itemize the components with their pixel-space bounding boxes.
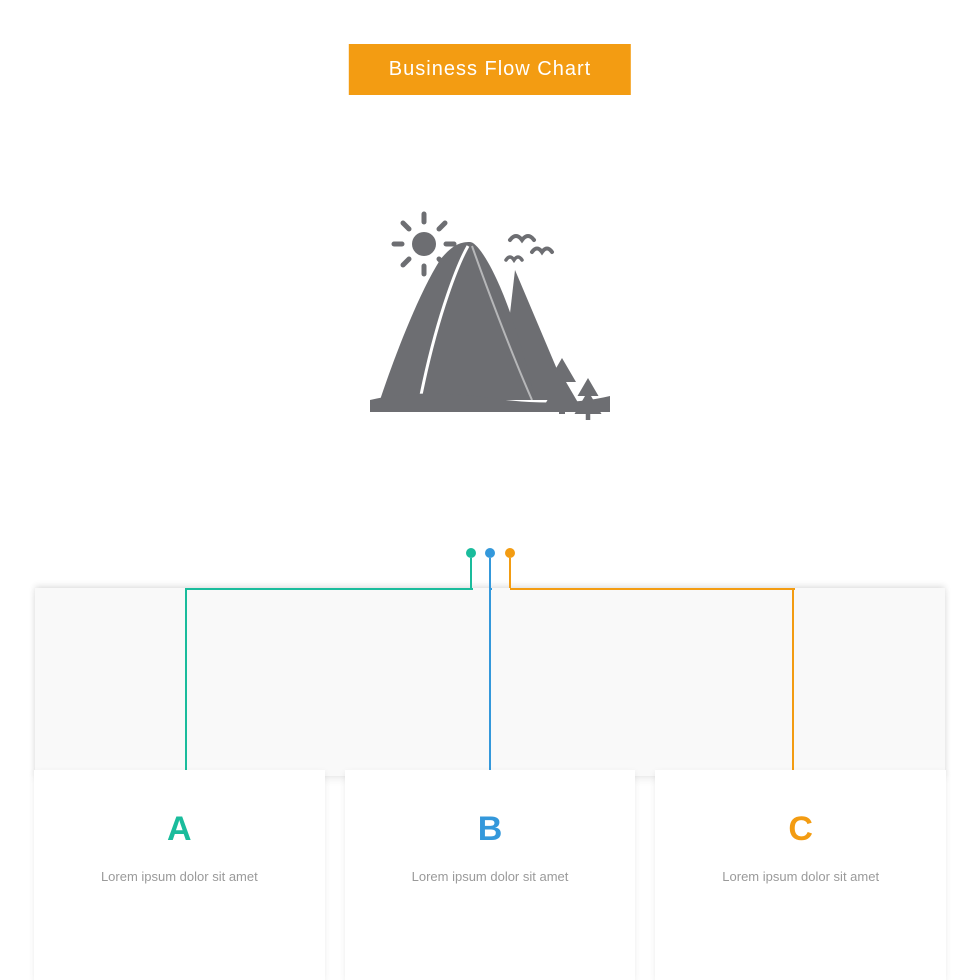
hero-icon-container [360, 200, 620, 465]
card-row: A Lorem ipsum dolor sit amet B Lorem ipsum … [0, 770, 980, 980]
connector-hline-c [510, 588, 795, 590]
title-bar: Business Flow Chart [349, 44, 631, 95]
connector-vline-bot-b [489, 588, 491, 770]
connector-vline-top-b [489, 558, 491, 588]
title-text: Business Flow Chart [389, 58, 591, 80]
card-body-c: Lorem ipsum dolor sit amet [655, 867, 946, 887]
connector-vline-bot-a [185, 588, 187, 770]
connector-vline-top-a [470, 558, 472, 588]
connectors [0, 548, 980, 778]
mountain-landscape-icon [360, 200, 620, 460]
flow-card-a: A Lorem ipsum dolor sit amet [34, 770, 325, 980]
card-letter-c: C [655, 810, 946, 849]
card-body-a: Lorem ipsum dolor sit amet [34, 867, 325, 887]
connector-dot-a [466, 548, 476, 558]
card-letter-b: B [345, 810, 636, 849]
connector-dot-c [505, 548, 515, 558]
flow-card-c: C Lorem ipsum dolor sit amet [655, 770, 946, 980]
connector-dot-b [485, 548, 495, 558]
card-letter-a: A [34, 810, 325, 849]
flow-card-b: B Lorem ipsum dolor sit amet [345, 770, 636, 980]
connector-vline-bot-c [792, 588, 794, 770]
connector-vline-top-c [509, 558, 511, 588]
card-body-b: Lorem ipsum dolor sit amet [345, 867, 636, 887]
connector-hline-a [186, 588, 473, 590]
